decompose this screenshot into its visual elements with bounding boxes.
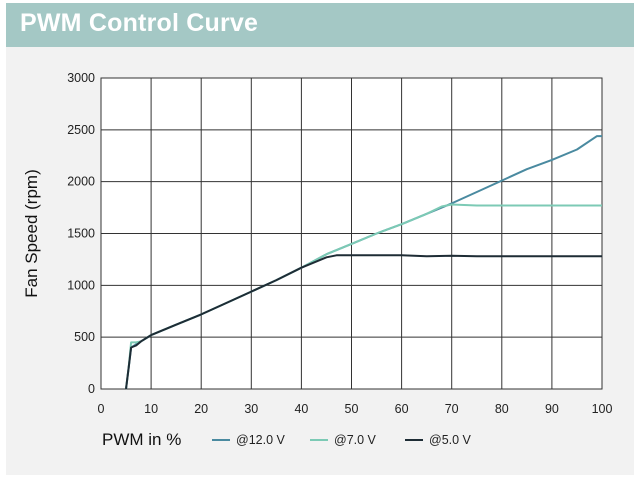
x-tick-label: 60 bbox=[395, 402, 409, 416]
x-tick-label: 40 bbox=[294, 402, 308, 416]
legend-label-0: @12.0 V bbox=[236, 433, 285, 447]
y-axis-label: Fan Speed (rpm) bbox=[22, 169, 41, 298]
legend-label-2: @5.0 V bbox=[429, 433, 472, 447]
legend-label-1: @7.0 V bbox=[334, 433, 377, 447]
y-tick-label: 500 bbox=[74, 330, 95, 344]
y-tick-label: 1500 bbox=[67, 227, 95, 241]
y-tick-label: 3000 bbox=[67, 71, 95, 85]
x-tick-label: 0 bbox=[98, 402, 105, 416]
plot-border bbox=[100, 77, 603, 390]
title-bar: PWM Control Curve bbox=[6, 3, 634, 47]
series-line-2 bbox=[125, 254, 602, 390]
chart-title: PWM Control Curve bbox=[20, 9, 259, 37]
y-tick-label: 2500 bbox=[67, 123, 95, 137]
y-tick-label: 2000 bbox=[67, 175, 95, 189]
x-axis-label: PWM in % bbox=[102, 430, 181, 449]
x-tick-label: 50 bbox=[345, 402, 359, 416]
x-tick-label: 70 bbox=[445, 402, 459, 416]
x-tick-label: 20 bbox=[194, 402, 208, 416]
x-tick-label: 90 bbox=[545, 402, 559, 416]
y-tick-label: 1000 bbox=[67, 278, 95, 292]
x-tick-label: 30 bbox=[244, 402, 258, 416]
x-tick-label: 80 bbox=[495, 402, 509, 416]
x-tick-label: 100 bbox=[592, 402, 613, 416]
y-tick-label: 0 bbox=[88, 382, 95, 396]
x-tick-label: 10 bbox=[144, 402, 158, 416]
